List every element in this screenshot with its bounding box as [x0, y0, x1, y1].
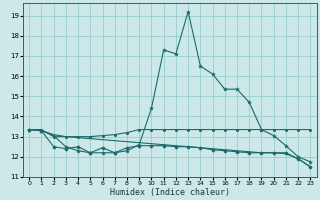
X-axis label: Humidex (Indice chaleur): Humidex (Indice chaleur): [110, 188, 230, 197]
